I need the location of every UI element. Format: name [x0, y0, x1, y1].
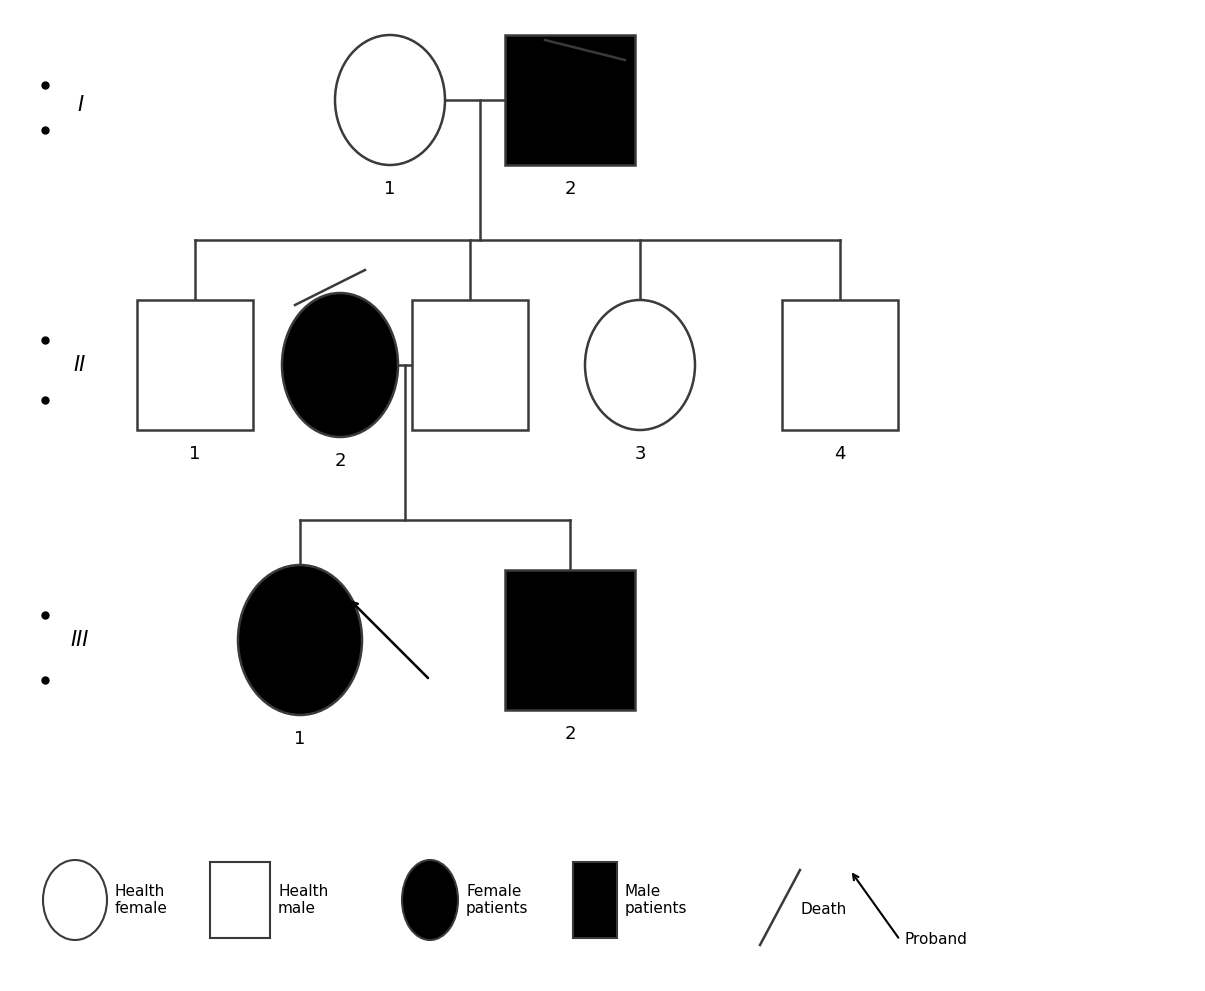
Text: Female
patients: Female patients	[466, 884, 529, 917]
Text: Male
patients: Male patients	[625, 884, 688, 917]
Ellipse shape	[239, 565, 362, 715]
Ellipse shape	[402, 860, 458, 940]
FancyBboxPatch shape	[782, 300, 898, 430]
Text: I: I	[77, 95, 83, 115]
Text: 2: 2	[564, 725, 576, 743]
Text: 1: 1	[189, 445, 201, 463]
Text: 1: 1	[294, 730, 306, 748]
FancyBboxPatch shape	[574, 862, 617, 938]
Text: Health
male: Health male	[278, 884, 328, 917]
FancyBboxPatch shape	[137, 300, 253, 430]
Text: 4: 4	[834, 445, 846, 463]
Text: 3: 3	[634, 445, 646, 463]
Text: 1: 1	[384, 180, 395, 198]
Text: II: II	[74, 355, 86, 375]
FancyBboxPatch shape	[210, 862, 270, 938]
Text: III: III	[71, 630, 89, 650]
Ellipse shape	[584, 300, 695, 430]
Text: Proband: Proband	[905, 933, 968, 947]
Text: Health
female: Health female	[114, 884, 167, 917]
Text: 2: 2	[334, 452, 346, 470]
Text: 2: 2	[564, 180, 576, 198]
FancyBboxPatch shape	[412, 300, 528, 430]
FancyBboxPatch shape	[505, 35, 635, 165]
Ellipse shape	[43, 860, 107, 940]
FancyBboxPatch shape	[505, 570, 635, 710]
Ellipse shape	[282, 293, 398, 437]
Ellipse shape	[335, 35, 445, 165]
Text: Death: Death	[800, 903, 846, 918]
